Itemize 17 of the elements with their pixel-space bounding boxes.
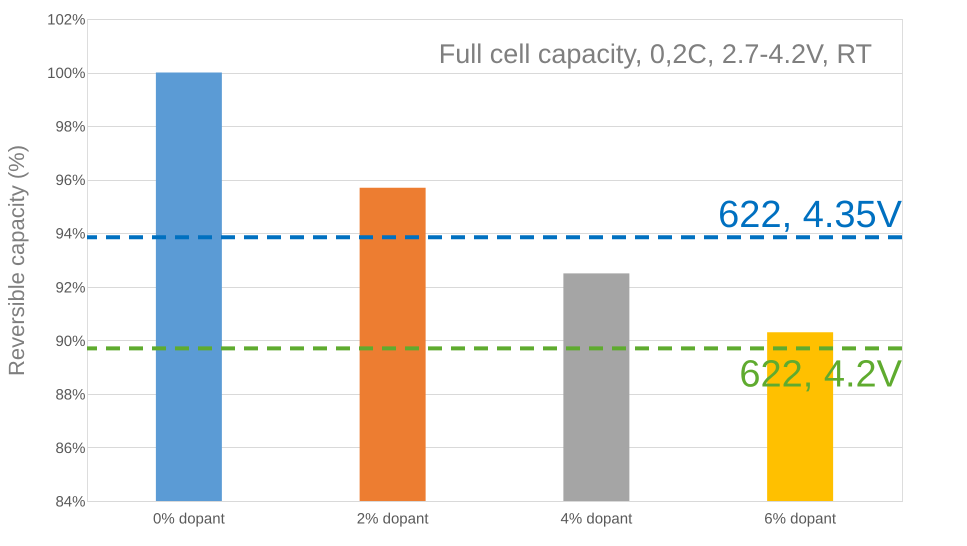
y-tick-label: 88% xyxy=(55,386,86,404)
y-tick-label: 98% xyxy=(55,118,86,136)
y-tick-label: 86% xyxy=(55,440,86,457)
x-tick-label: 0% dopant xyxy=(153,510,226,528)
y-tick-label: 84% xyxy=(55,494,86,510)
y-axis-title: Reversible capacity (%) xyxy=(4,144,30,376)
y-tick-label: 96% xyxy=(55,172,86,190)
x-tick-label: 2% dopant xyxy=(356,510,430,528)
annotation: Full cell capacity, 0,2C, 2.7-4.2V, RT xyxy=(438,39,872,69)
x-tick-label: 4% dopant xyxy=(560,510,634,528)
y-tick-label: 92% xyxy=(55,279,86,296)
y-tick-label: 94% xyxy=(55,226,86,243)
x-tick-label: 6% dopant xyxy=(764,510,837,528)
y-tick-label: 90% xyxy=(55,332,86,350)
ref-line-label: 622, 4.35V xyxy=(718,194,903,236)
y-tick-label: 102% xyxy=(47,12,86,28)
y-tick-label: 100% xyxy=(47,65,86,82)
